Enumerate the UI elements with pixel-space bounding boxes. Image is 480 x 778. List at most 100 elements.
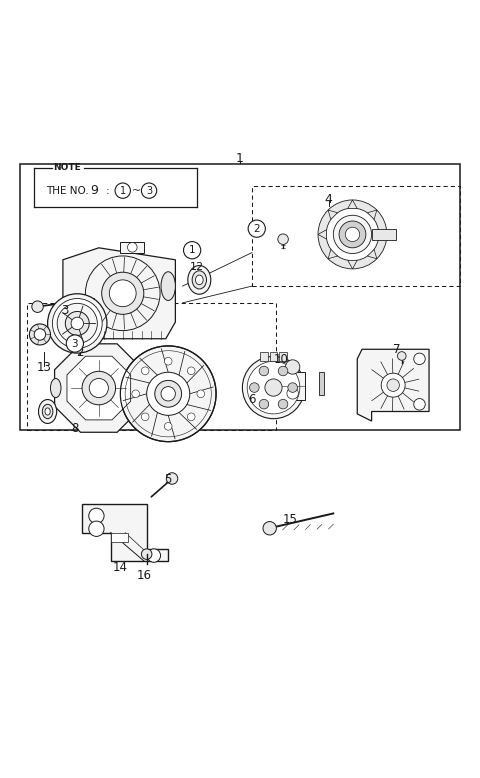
Text: 4: 4 xyxy=(324,194,333,206)
Circle shape xyxy=(278,234,288,244)
Polygon shape xyxy=(111,533,128,542)
Bar xyxy=(252,186,460,286)
Circle shape xyxy=(34,328,46,340)
Polygon shape xyxy=(120,242,144,253)
Circle shape xyxy=(147,548,160,562)
Text: :: : xyxy=(106,186,109,195)
Circle shape xyxy=(142,367,149,374)
Circle shape xyxy=(259,399,269,409)
Bar xyxy=(27,303,276,429)
Polygon shape xyxy=(318,230,326,239)
Polygon shape xyxy=(319,372,324,395)
Circle shape xyxy=(89,378,108,398)
Circle shape xyxy=(161,387,175,401)
Text: 3: 3 xyxy=(146,186,152,195)
Circle shape xyxy=(71,317,84,330)
Ellipse shape xyxy=(195,275,203,285)
Circle shape xyxy=(326,208,379,261)
Polygon shape xyxy=(270,352,277,361)
Circle shape xyxy=(164,357,172,365)
Circle shape xyxy=(259,366,269,376)
Polygon shape xyxy=(328,250,337,259)
Polygon shape xyxy=(368,210,377,219)
Polygon shape xyxy=(348,200,357,209)
Circle shape xyxy=(333,216,372,254)
Circle shape xyxy=(32,301,43,313)
Text: NOTE: NOTE xyxy=(53,163,81,172)
Polygon shape xyxy=(378,230,387,239)
Polygon shape xyxy=(55,344,143,433)
Circle shape xyxy=(147,372,190,415)
Polygon shape xyxy=(260,352,268,361)
Circle shape xyxy=(142,413,149,421)
Circle shape xyxy=(89,521,104,536)
Text: 12: 12 xyxy=(190,262,204,272)
Ellipse shape xyxy=(50,378,61,398)
Text: 2: 2 xyxy=(253,223,260,233)
Circle shape xyxy=(414,353,425,365)
Circle shape xyxy=(278,366,288,376)
Text: 7: 7 xyxy=(393,343,401,356)
Text: 1: 1 xyxy=(120,186,126,195)
Circle shape xyxy=(278,399,288,409)
Circle shape xyxy=(115,183,131,198)
Circle shape xyxy=(128,243,137,252)
Circle shape xyxy=(109,280,136,307)
Circle shape xyxy=(286,359,300,374)
Text: THE NO.: THE NO. xyxy=(46,186,89,195)
Circle shape xyxy=(247,361,300,414)
Circle shape xyxy=(339,221,366,248)
Polygon shape xyxy=(67,356,131,420)
Text: 13: 13 xyxy=(36,361,51,374)
Text: 1: 1 xyxy=(189,245,195,255)
Circle shape xyxy=(242,356,305,419)
Ellipse shape xyxy=(38,400,57,423)
Text: 9: 9 xyxy=(90,184,98,197)
Circle shape xyxy=(345,227,360,242)
Ellipse shape xyxy=(161,272,175,300)
Polygon shape xyxy=(279,352,287,361)
Circle shape xyxy=(155,380,181,407)
Circle shape xyxy=(265,379,282,396)
Circle shape xyxy=(66,335,84,352)
Circle shape xyxy=(120,346,216,442)
Ellipse shape xyxy=(192,271,206,289)
Circle shape xyxy=(52,299,102,349)
Polygon shape xyxy=(372,229,396,240)
Polygon shape xyxy=(82,504,168,561)
Polygon shape xyxy=(348,261,357,269)
Circle shape xyxy=(89,508,104,524)
Circle shape xyxy=(142,548,152,559)
Text: 16: 16 xyxy=(137,569,152,582)
Ellipse shape xyxy=(42,405,53,419)
Polygon shape xyxy=(281,372,305,400)
Text: 2: 2 xyxy=(76,345,84,359)
Text: 8: 8 xyxy=(71,422,79,435)
Circle shape xyxy=(250,383,259,392)
Text: 11: 11 xyxy=(250,225,264,235)
Circle shape xyxy=(142,183,157,198)
Circle shape xyxy=(48,294,107,353)
Ellipse shape xyxy=(188,265,211,294)
Circle shape xyxy=(132,390,140,398)
Circle shape xyxy=(397,352,406,360)
Text: ~: ~ xyxy=(132,186,142,195)
Circle shape xyxy=(248,220,265,237)
Circle shape xyxy=(387,379,399,391)
Text: 6: 6 xyxy=(248,393,256,406)
Circle shape xyxy=(288,383,298,392)
Circle shape xyxy=(82,371,116,405)
Circle shape xyxy=(187,413,195,421)
Circle shape xyxy=(166,473,178,484)
Circle shape xyxy=(102,272,144,314)
Polygon shape xyxy=(328,210,337,219)
Circle shape xyxy=(57,303,97,344)
Circle shape xyxy=(187,367,195,374)
Polygon shape xyxy=(357,349,429,421)
Polygon shape xyxy=(63,248,175,338)
Circle shape xyxy=(183,242,201,259)
Bar xyxy=(20,164,460,429)
Text: 1: 1 xyxy=(236,152,244,165)
Polygon shape xyxy=(368,250,377,259)
Text: 5: 5 xyxy=(165,474,172,486)
